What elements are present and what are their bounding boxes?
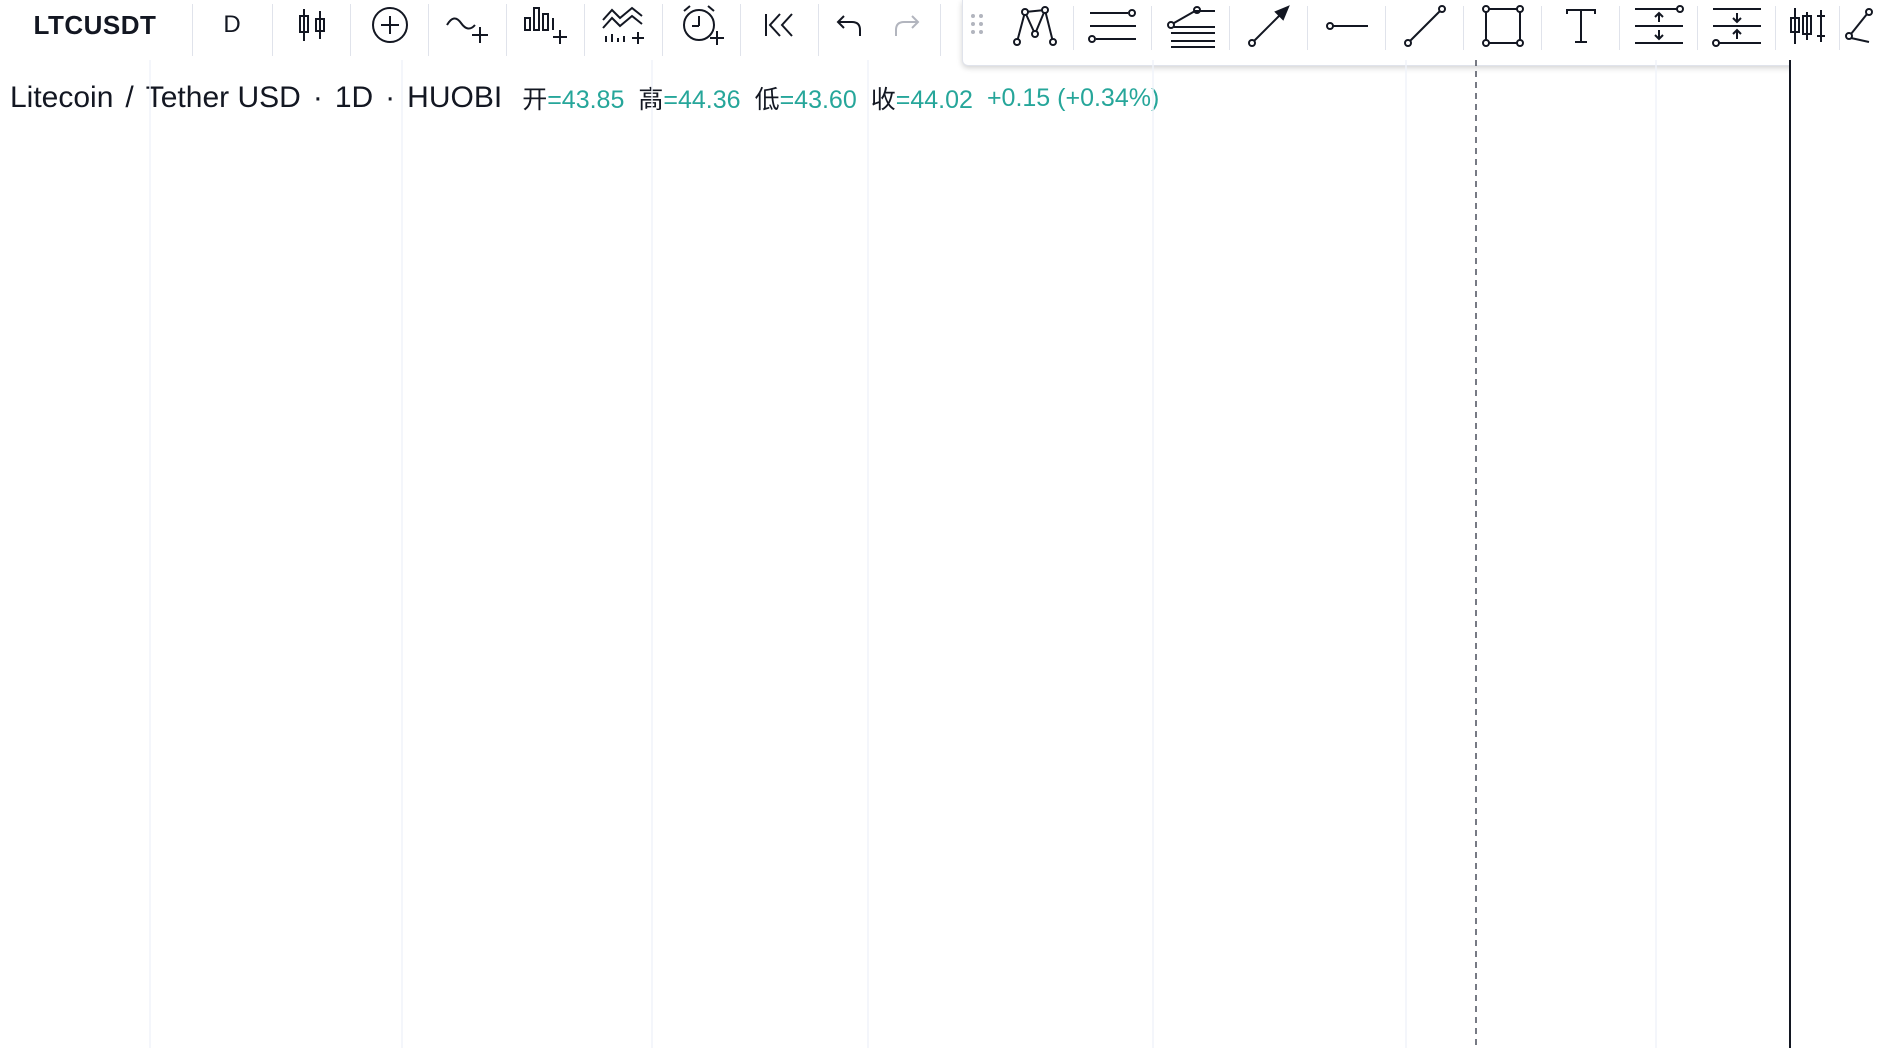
- chart-grid: [149, 60, 1657, 1048]
- pattern-icon: [1013, 6, 1057, 46]
- bar-replay-button[interactable]: [742, 0, 818, 50]
- high-label: 高: [638, 86, 664, 114]
- horizontal-line-icon: [1326, 22, 1368, 30]
- legend-separator: /: [125, 81, 134, 114]
- legend-close: 收=44.02: [871, 80, 973, 116]
- indicators-icon: [446, 17, 488, 43]
- arrow-icon: [1248, 5, 1290, 47]
- legend-exchange: HUOBI: [407, 81, 503, 114]
- legend-open: 开=43.85: [522, 80, 624, 116]
- add-symbol-button[interactable]: [352, 0, 428, 50]
- templates-button[interactable]: [508, 0, 584, 50]
- redo-icon: [895, 15, 920, 36]
- price-axis[interactable]: 68.0066.0064.0062.0060.0058.0056.0054.00…: [1789, 60, 1898, 1048]
- redo-button[interactable]: [878, 0, 936, 50]
- indicators-button[interactable]: [430, 0, 506, 50]
- short-position-button[interactable]: [1699, 0, 1775, 52]
- interval-label: D: [223, 11, 241, 38]
- long-position-button[interactable]: [1621, 0, 1697, 52]
- legend-dot: ·: [312, 81, 323, 114]
- rectangle-tool-button[interactable]: [1465, 0, 1541, 52]
- open-value: =43.85: [547, 86, 625, 114]
- close-value: =44.02: [895, 86, 973, 114]
- arrow-tool-button[interactable]: [1231, 0, 1307, 52]
- chart-legend: Litecoin / Tether USD · 1D · HUOBI 开=43.…: [10, 78, 1159, 118]
- symbol-search-button[interactable]: LTCUSDT: [0, 0, 190, 50]
- legend-interval: 1D: [334, 81, 374, 114]
- short-position-icon: [1712, 8, 1761, 47]
- drag-handle-icon[interactable]: [969, 12, 985, 42]
- plus-circle-icon: [372, 7, 408, 43]
- pattern-tool-button[interactable]: [997, 0, 1073, 52]
- undo-icon: [836, 15, 861, 36]
- legend-quote-symbol[interactable]: Tether USD: [145, 81, 301, 114]
- drawing-toolbar: [962, 0, 1898, 66]
- symbol-label: LTCUSDT: [33, 9, 157, 40]
- interval-button[interactable]: D: [194, 0, 270, 50]
- legend-dot: ·: [385, 81, 396, 114]
- text-icon: [1566, 9, 1596, 43]
- trend-line-button[interactable]: [1387, 0, 1463, 52]
- price-chart[interactable]: 68.0066.0064.0062.0060.0058.0056.0054.00…: [0, 60, 1898, 1048]
- alert-icon: [683, 5, 724, 45]
- horizontal-line-button[interactable]: [1309, 0, 1385, 52]
- price-range-button[interactable]: [1777, 0, 1837, 52]
- long-position-icon: [1635, 5, 1684, 44]
- open-label: 开: [522, 86, 548, 114]
- low-label: 低: [754, 86, 780, 114]
- price-axis-bg: [1790, 60, 1898, 1048]
- legend-low: 低=43.60: [755, 80, 857, 116]
- pitchfork-button[interactable]: [1153, 0, 1229, 52]
- replay-icon: [765, 13, 793, 37]
- compare-icon: [602, 6, 644, 44]
- undo-button[interactable]: [820, 0, 878, 50]
- candles-icon: [299, 9, 325, 41]
- close-label: 收: [870, 86, 896, 114]
- crosshair: [1475, 60, 1477, 1048]
- low-value: =43.60: [779, 86, 857, 114]
- price-range-icon: [1790, 8, 1825, 44]
- high-value: =44.36: [663, 86, 741, 114]
- chart-type-button[interactable]: [274, 0, 350, 50]
- pitchfork-icon: [1167, 6, 1215, 48]
- bars-plus-icon: [524, 7, 567, 44]
- legend-base-symbol[interactable]: Litecoin: [10, 81, 114, 114]
- more-tools-icon: [1845, 8, 1873, 43]
- text-tool-button[interactable]: [1543, 0, 1619, 52]
- parallel-channel-button[interactable]: [1075, 0, 1151, 52]
- rectangle-icon: [1482, 5, 1524, 47]
- compare-button[interactable]: [586, 0, 662, 50]
- legend-change: +0.15 (+0.34%): [986, 83, 1160, 112]
- alert-button[interactable]: [664, 0, 740, 50]
- more-tools-button[interactable]: [1841, 0, 1898, 52]
- parallel-channel-icon: [1088, 9, 1136, 43]
- trend-line-icon: [1404, 5, 1446, 47]
- legend-high: 高=44.36: [638, 80, 740, 116]
